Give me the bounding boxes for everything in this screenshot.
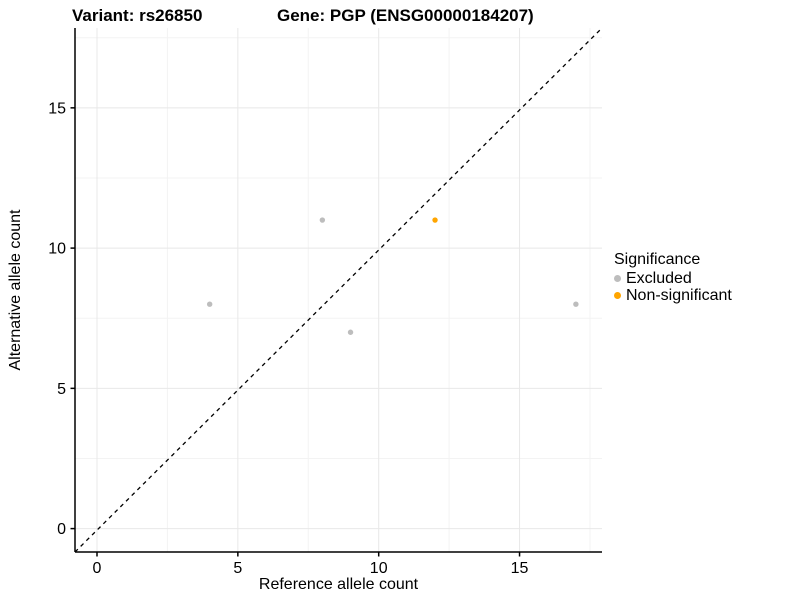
identity-line	[74, 27, 603, 553]
x-tick-label: 5	[233, 560, 242, 577]
legend-dot-non-significant-icon	[614, 292, 621, 299]
y-tick-label: 5	[57, 381, 66, 398]
plot-title-variant: Variant: rs26850	[72, 6, 203, 25]
legend-title: Significance	[614, 251, 701, 268]
y-axis-title: Alternative allele count	[7, 209, 24, 371]
data-point-non-significant	[432, 217, 438, 223]
x-axis-title: Reference allele count	[259, 576, 419, 593]
data-point-excluded	[319, 217, 326, 223]
legend-dot-excluded-icon	[614, 275, 621, 282]
data-point-excluded	[573, 301, 579, 307]
y-tick-label: 0	[57, 521, 66, 538]
data-point-excluded	[347, 329, 354, 335]
y-tick-label: 15	[48, 100, 66, 117]
legend: Significance Excluded Non-significant	[614, 251, 732, 304]
legend-label-non-significant: Non-significant	[626, 287, 732, 304]
x-tick-label: 10	[370, 560, 388, 577]
legend-label-excluded: Excluded	[626, 270, 692, 287]
plot-title-gene: Gene: PGP (ENSG00000184207)	[277, 6, 534, 25]
legend-item-non-significant: Non-significant	[614, 287, 732, 304]
x-tick-label: 0	[93, 560, 102, 577]
y-tick-label: 10	[48, 241, 66, 258]
data-point-excluded	[206, 301, 213, 307]
x-tick-label: 15	[511, 560, 529, 577]
legend-item-excluded: Excluded	[614, 270, 732, 287]
